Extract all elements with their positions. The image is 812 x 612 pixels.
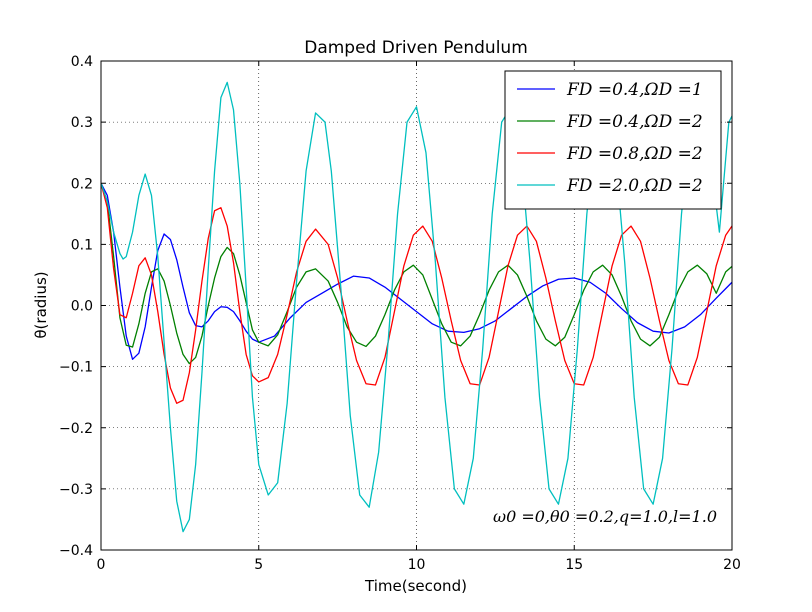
y-tick-label: 0.2 [71,176,93,192]
y-tick-label: 0.0 [71,299,93,315]
chart-title: Damped Driven Pendulum [304,38,528,58]
y-tick-label: −0.2 [59,421,93,437]
series-line-1 [101,182,732,360]
y-axis-label: θ(radius) [32,271,50,338]
y-tick-label: −0.1 [59,360,93,376]
x-axis-label: Time(second) [364,577,467,595]
x-tick-label: 10 [408,557,426,573]
legend-label: FD =0.8,ΩD =2 [566,144,703,164]
legend-label: FD =2.0,ΩD =2 [566,176,703,196]
legend-label: FD =0.4,ΩD =2 [566,112,703,132]
y-tick-label: −0.4 [59,543,93,559]
y-tick-label: −0.3 [59,482,93,498]
series-line-3 [101,183,732,404]
legend-label: FD =0.4,ΩD =1 [566,80,703,100]
y-tick-label: 0.1 [71,237,93,253]
parameter-annotation: ω0 =0,θ0 =0.2,q=1.0,l=1.0 [493,507,717,526]
legend: FD =0.4,ΩD =1 FD =0.4,ΩD =2 FD =0.8,ΩD =2 F… [504,70,722,210]
legend-box [504,70,722,210]
x-tick-label: 20 [723,557,741,573]
x-tick-label: 15 [565,557,583,573]
x-axis: 0 5 10 15 20 [97,61,741,573]
y-tick-label: 0.3 [71,115,93,131]
y-axis: −0.4 −0.3 −0.2 −0.1 0.0 0.1 0.2 0.3 0.4 [59,54,732,559]
x-tick-label: 5 [254,557,263,573]
grid [101,61,732,550]
y-tick-label: 0.4 [71,54,93,70]
x-tick-label: 0 [97,557,106,573]
series-line-2 [101,183,732,365]
